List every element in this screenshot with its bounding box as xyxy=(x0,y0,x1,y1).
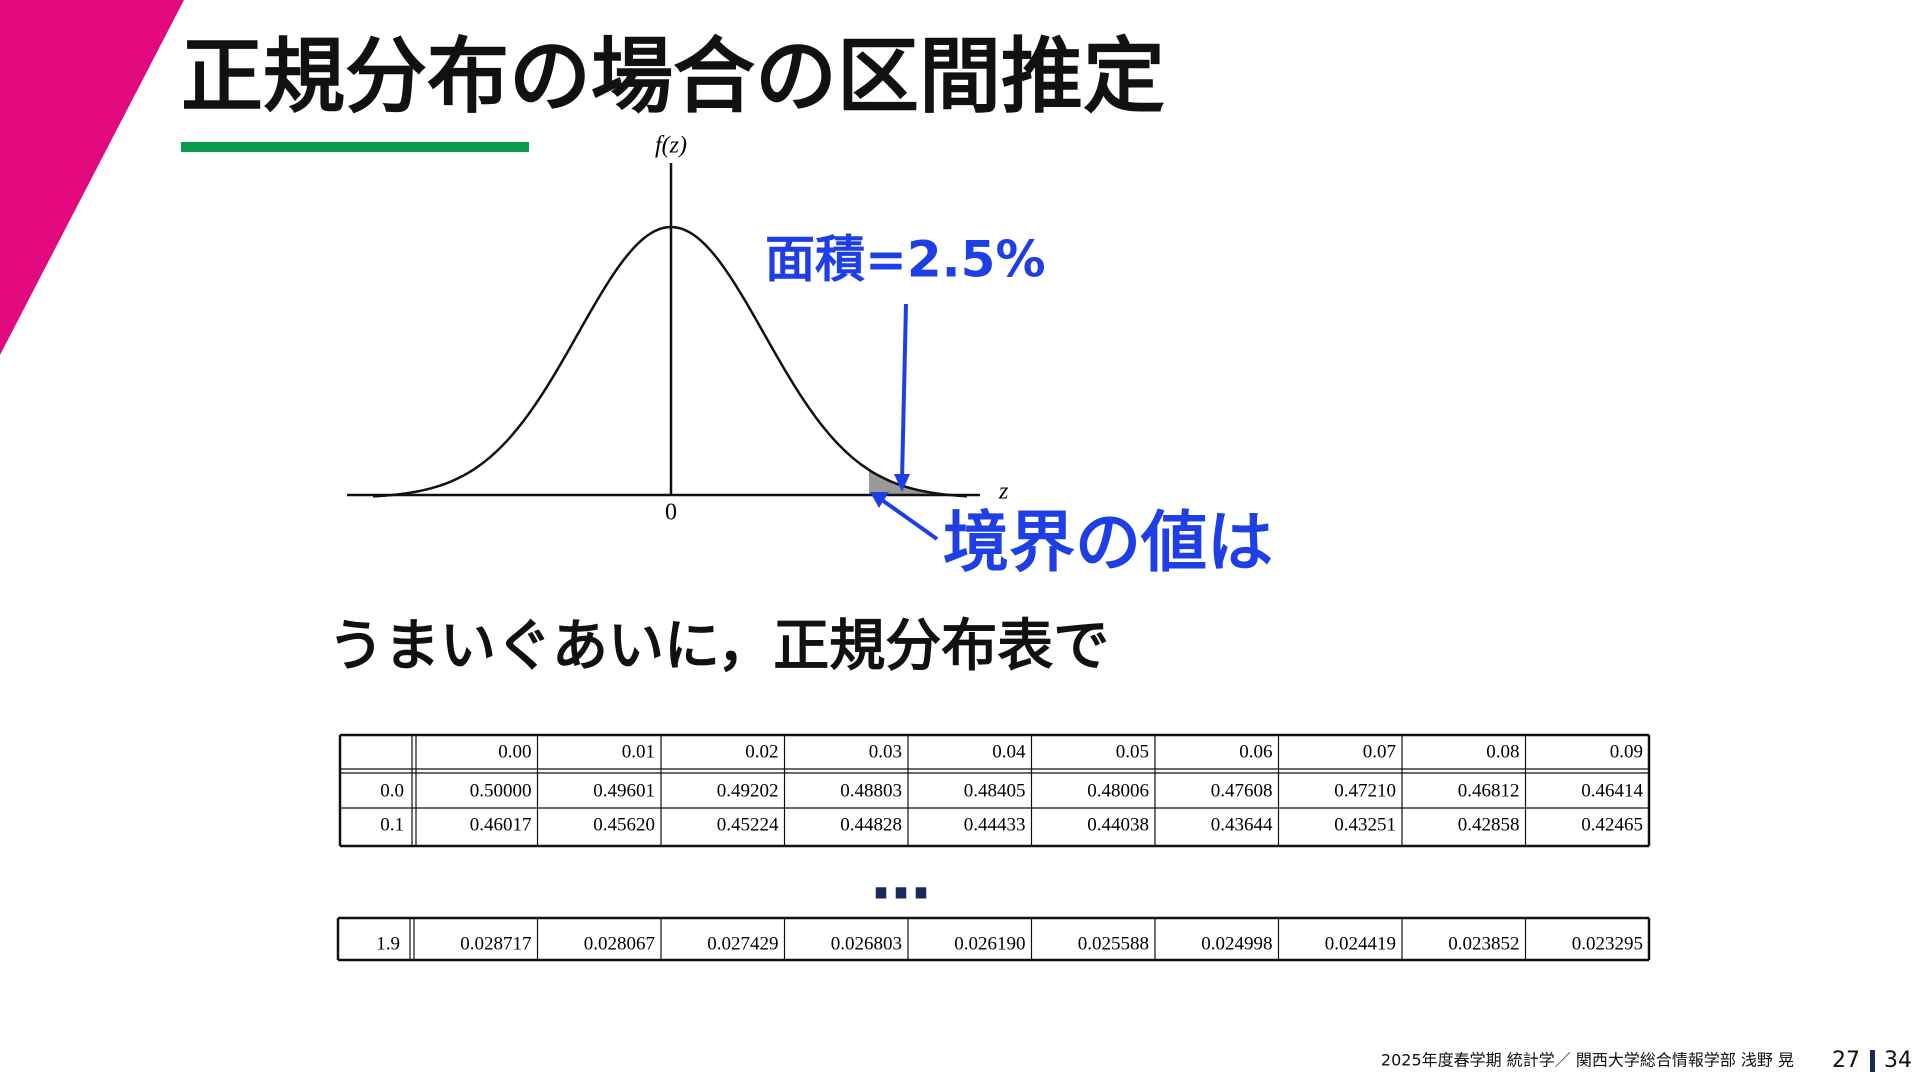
table-cell: 0.026190 xyxy=(954,933,1025,954)
table-cell: 0.46812 xyxy=(1458,780,1520,801)
table-cell: 0.46414 xyxy=(1581,780,1643,801)
table-cell: 0.46017 xyxy=(470,814,532,835)
table-cell: 0.42858 xyxy=(1458,814,1520,835)
normal-table: 0.00 0.01 0.02 0.03 0.04 0.05 0.06 0.07 0.08 0.09… xyxy=(336,733,1651,962)
column-header: 0.04 xyxy=(992,741,1026,762)
table-cell: 0.023852 xyxy=(1448,933,1519,954)
subtitle: うまいぐあいに，正規分布表で xyxy=(328,614,1109,679)
column-header: 0.00 xyxy=(498,741,531,762)
x-axis-label: z xyxy=(998,479,1009,505)
table-cell: 0.48006 xyxy=(1087,780,1149,801)
page-total: 34 xyxy=(1884,1048,1912,1073)
table-cell: 0.43644 xyxy=(1211,814,1273,835)
table-cell: 0.025588 xyxy=(1078,933,1149,954)
table-cell: 0.43251 xyxy=(1334,814,1396,835)
footer-course: 2025年度春学期 統計学／ 関西大学総合情報学部 浅野 晃 xyxy=(1381,1051,1794,1070)
table-cell: 0.028067 xyxy=(584,933,655,954)
column-header: 0.06 xyxy=(1239,741,1272,762)
table-cell: 0.028717 xyxy=(460,933,531,954)
column-header: 0.05 xyxy=(1116,741,1149,762)
area-note: 面積=2.5% xyxy=(765,231,1046,289)
table-cell: 0.45620 xyxy=(593,814,655,835)
table-cell: 0.50000 xyxy=(470,780,532,801)
table-cell: 0.024998 xyxy=(1201,933,1272,954)
slide-title: 正規分布の場合の区間推定 xyxy=(181,29,1165,124)
arrow xyxy=(880,498,939,541)
column-header: 0.07 xyxy=(1363,741,1396,762)
page-number: 27 xyxy=(1832,1048,1860,1073)
row-header: 1.9 xyxy=(376,933,400,954)
column-header: 0.08 xyxy=(1486,741,1519,762)
ellipsis: … xyxy=(871,844,931,914)
table-cell: 0.48405 xyxy=(964,780,1026,801)
table-cell: 0.47210 xyxy=(1334,780,1396,801)
table-cell: 0.44038 xyxy=(1087,814,1149,835)
table-cell: 0.49601 xyxy=(593,780,655,801)
arrow-head xyxy=(894,474,910,492)
table-cell: 0.44433 xyxy=(964,814,1026,835)
row-header: 0.1 xyxy=(380,814,404,835)
normal-figure: f(z) 0 z 面積=2.5% 境界の値は xyxy=(347,133,1273,581)
row-header: 0.0 xyxy=(380,780,404,801)
page-separator xyxy=(1870,1050,1875,1072)
table-cell: 0.44828 xyxy=(840,814,902,835)
title-underline xyxy=(181,142,529,152)
origin-label: 0 xyxy=(665,500,677,526)
column-header: 0.03 xyxy=(869,741,902,762)
column-header: 0.09 xyxy=(1610,741,1643,762)
column-header: 0.01 xyxy=(622,741,655,762)
arrow-head xyxy=(870,492,889,508)
table-cell: 0.47608 xyxy=(1211,780,1273,801)
table-cell: 0.48803 xyxy=(840,780,902,801)
column-header: 0.02 xyxy=(745,741,778,762)
table-cell: 0.027429 xyxy=(707,933,778,954)
tail-area xyxy=(869,469,967,497)
table-cell: 0.42465 xyxy=(1581,814,1643,835)
boundary-note: 境界の値は xyxy=(943,504,1273,581)
table-cell: 0.024419 xyxy=(1325,933,1396,954)
table-cell: 0.026803 xyxy=(831,933,902,954)
arrow xyxy=(900,303,908,481)
table-cell: 0.49202 xyxy=(717,780,779,801)
y-axis-label: f(z) xyxy=(655,133,687,159)
table-cell: 0.023295 xyxy=(1572,933,1643,954)
table-cell: 0.45224 xyxy=(717,814,779,835)
accent-triangle xyxy=(0,0,184,355)
